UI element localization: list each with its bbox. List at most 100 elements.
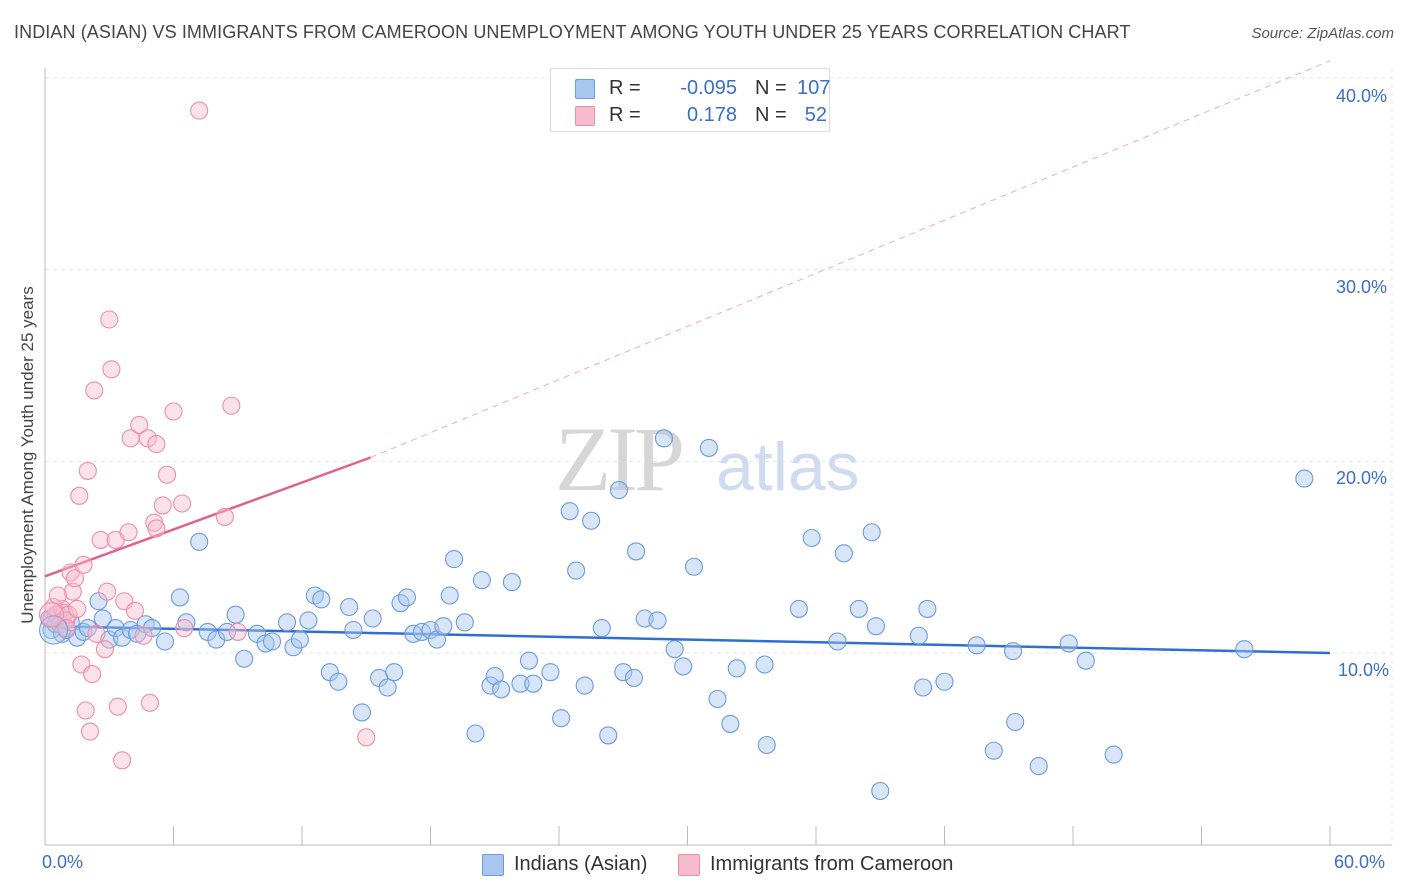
point-cameroon xyxy=(74,555,93,574)
point-cameroon xyxy=(147,519,166,538)
legend-n-label: N = xyxy=(755,77,787,99)
watermark-zip: ZIP xyxy=(555,408,682,510)
point-indians xyxy=(524,674,543,693)
point-indians xyxy=(560,502,579,521)
point-indians xyxy=(862,523,881,542)
point-indians xyxy=(834,544,853,563)
point-cameroon xyxy=(91,530,110,549)
point-cameroon xyxy=(108,697,127,716)
point-indians xyxy=(455,613,474,632)
point-indians xyxy=(909,626,928,645)
point-cameroon xyxy=(164,402,183,421)
point-indians xyxy=(106,619,125,638)
point-cameroon xyxy=(134,626,153,645)
point-indians xyxy=(592,619,611,638)
point-cameroon xyxy=(65,569,85,588)
trend-lines xyxy=(44,60,1331,655)
point-indians xyxy=(155,632,174,651)
watermark-atlas: atlas xyxy=(716,429,860,505)
point-indians xyxy=(674,657,693,676)
point-cameroon xyxy=(215,507,234,526)
watermark: ZIP atlas xyxy=(555,408,860,510)
point-indians xyxy=(378,678,397,697)
trend-line-cameroon xyxy=(44,456,371,578)
point-indians xyxy=(935,672,954,691)
point-cameroon xyxy=(175,619,194,638)
point-cameroon xyxy=(222,396,241,415)
point-indians xyxy=(665,640,684,659)
point-indians xyxy=(363,609,382,628)
point-cameroon xyxy=(147,435,166,454)
point-indians xyxy=(828,632,847,651)
point-indians xyxy=(1235,640,1254,659)
point-cameroon xyxy=(113,751,132,770)
point-indians xyxy=(481,676,500,695)
point-indians xyxy=(445,550,464,569)
point-indians xyxy=(352,703,372,722)
point-indians xyxy=(582,511,601,530)
point-indians xyxy=(1076,651,1095,670)
point-indians xyxy=(648,611,667,630)
point-indians xyxy=(708,689,727,709)
point-indians xyxy=(1104,745,1123,764)
point-indians xyxy=(284,638,303,657)
legend-swatch-indians xyxy=(575,79,595,99)
point-indians xyxy=(684,557,703,576)
point-indians xyxy=(340,597,359,617)
point-cameroon xyxy=(125,601,144,620)
point-cameroon xyxy=(357,728,376,747)
point-indians xyxy=(440,586,459,605)
point-indians xyxy=(609,481,629,500)
bottom-legend-label-indians: Indians (Asian) xyxy=(514,853,648,875)
point-indians xyxy=(871,781,890,801)
legend-n-label: N = xyxy=(755,104,787,126)
point-indians xyxy=(397,588,416,607)
source-label: Source: ZipAtlas.com xyxy=(1251,25,1394,42)
point-cameroon xyxy=(98,582,117,601)
legend-r-value: -0.095 xyxy=(680,77,737,99)
y-tick-20: 20.0% xyxy=(1336,468,1388,488)
point-indians xyxy=(849,599,868,618)
axes xyxy=(44,68,1392,846)
point-indians xyxy=(757,735,776,755)
point-indians xyxy=(312,590,331,609)
point-indians xyxy=(502,573,521,592)
point-cameroon-cluster xyxy=(38,602,64,628)
point-indians xyxy=(190,532,209,551)
point-indians xyxy=(217,622,237,641)
point-cameroon xyxy=(87,624,106,643)
point-cameroon xyxy=(95,640,115,659)
point-cameroon xyxy=(70,486,89,505)
y-tick-10: 10.0% xyxy=(1338,660,1390,680)
chart-title: INDIAN (ASIAN) VS IMMIGRANTS FROM CAMERO… xyxy=(14,22,1131,42)
legend-r-label: R = xyxy=(609,104,641,126)
point-indians xyxy=(627,542,646,561)
y-tick-40: 40.0% xyxy=(1336,86,1388,106)
point-indians xyxy=(567,561,586,580)
point-cameroon xyxy=(63,582,82,601)
point-indians xyxy=(262,632,282,651)
point-indians xyxy=(492,680,511,699)
point-indians xyxy=(541,663,560,682)
legend-swatch-cameroon xyxy=(575,106,595,126)
point-indians xyxy=(614,663,633,682)
point-cameroon xyxy=(68,599,87,618)
gridlines xyxy=(45,68,1393,845)
point-indians xyxy=(624,668,644,687)
point-indians xyxy=(511,674,530,693)
point-indians xyxy=(755,655,774,674)
point-indians xyxy=(1295,469,1314,488)
y-tick-30: 30.0% xyxy=(1336,277,1388,297)
point-indians xyxy=(1003,642,1023,661)
point-indians xyxy=(344,620,363,640)
point-indians xyxy=(299,611,318,630)
point-indians xyxy=(1006,712,1025,732)
point-indians xyxy=(290,630,309,649)
point-indians xyxy=(699,438,718,457)
point-indians xyxy=(575,676,594,695)
trend-line-indians xyxy=(44,624,1331,655)
point-indians xyxy=(552,709,571,728)
point-cameroon xyxy=(85,381,104,400)
data-points xyxy=(38,101,1314,801)
point-indians xyxy=(727,659,746,678)
